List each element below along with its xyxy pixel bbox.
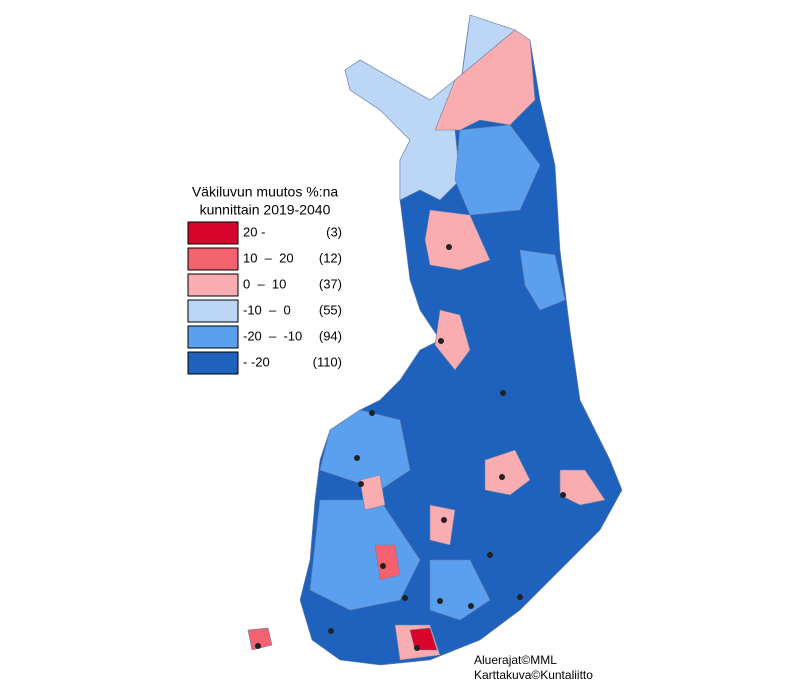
region: [559, 469, 606, 506]
legend-label: 0 – 10: [243, 276, 286, 291]
legend-swatch: [187, 325, 239, 349]
region: [247, 627, 273, 651]
region: [409, 627, 438, 651]
legend-label: -10 – 0: [243, 302, 291, 317]
credit: Karttakuva©Kuntaliitto: [474, 668, 593, 682]
legend-count: (37): [319, 276, 342, 291]
region: [429, 559, 491, 621]
finland-map: [247, 14, 623, 666]
legend-count: (55): [319, 302, 342, 317]
legend-swatch: [187, 221, 239, 245]
region: [484, 449, 531, 496]
legend-swatch: [187, 351, 239, 375]
legend-label: 20 -: [243, 224, 265, 239]
credit: Aluerajat©MML: [474, 653, 557, 667]
legend-label: - -20: [243, 354, 270, 369]
legend-count: (3): [326, 224, 342, 239]
legend-title: kunnittain 2019-2040: [200, 202, 331, 218]
legend-swatch: [187, 247, 239, 271]
city-dots: [255, 244, 566, 651]
legend-swatch: [187, 273, 239, 297]
region: [319, 409, 411, 491]
region: [429, 504, 456, 546]
legend-title: Väkiluvun muutos %:na: [192, 184, 339, 200]
region: [519, 249, 566, 311]
legend-label: -20 – -10: [243, 328, 302, 343]
legend-count: (110): [313, 354, 342, 369]
legend-swatch: [187, 299, 239, 323]
region: [359, 474, 386, 511]
legend: 20 - (3) 10 – 20 (12) 0 – 10 (37) -10 – 0 (55) -…: [187, 221, 342, 375]
region: [434, 309, 471, 371]
legend-label: 10 – 20: [243, 250, 294, 265]
region: [424, 209, 491, 271]
legend-count: (12): [319, 250, 342, 265]
region: [344, 14, 516, 201]
legend-count: (94): [319, 328, 342, 343]
region: [434, 29, 536, 131]
region: [454, 124, 541, 216]
region: [374, 544, 401, 581]
